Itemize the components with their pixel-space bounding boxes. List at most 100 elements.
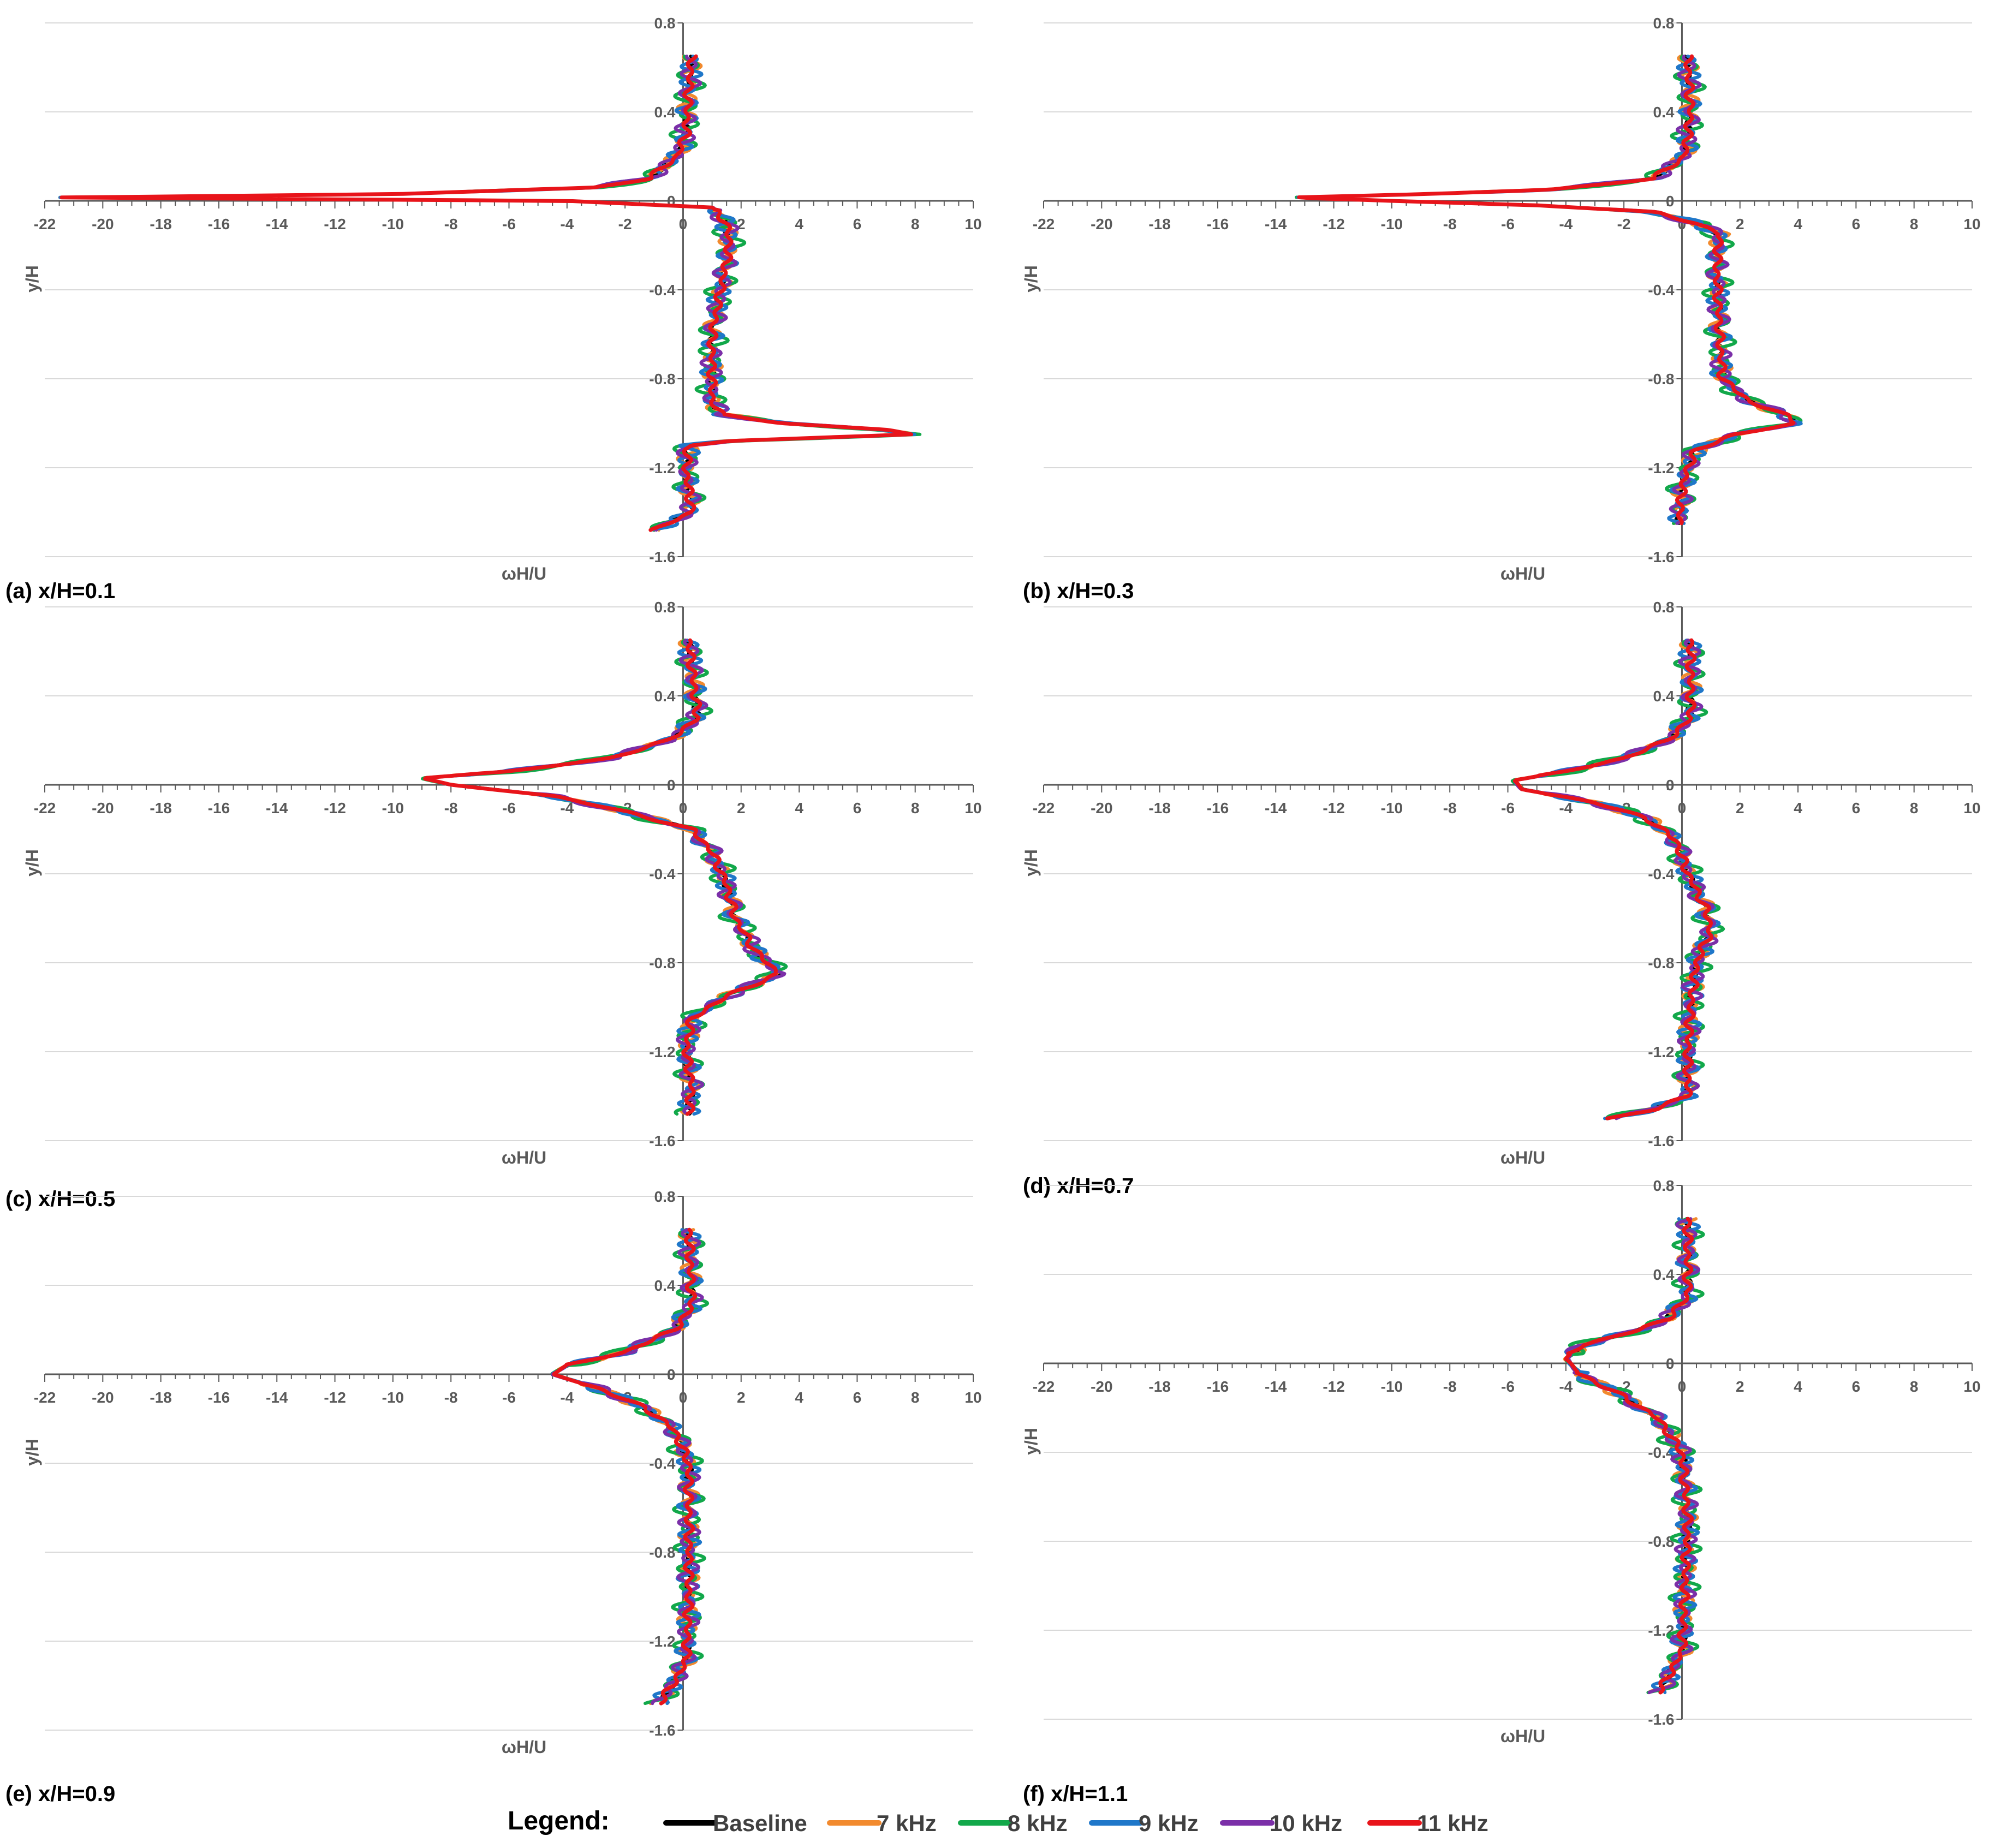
x-tick-label: 10 bbox=[1963, 1378, 1980, 1395]
x-tick-label: -14 bbox=[266, 1389, 288, 1406]
panel-f: -22 -20 -18 -16 -14 -12 -10 -8 -6 -4 -2 0 2 4 6 8 100.80… bbox=[1021, 1177, 1981, 1746]
x-tick-label: -16 bbox=[208, 1389, 230, 1406]
x-tick-label: 6 bbox=[1852, 216, 1861, 233]
x-tick-label: -22 bbox=[34, 1389, 56, 1406]
panel-e: -22 -20 -18 -16 -14 -12 -10 -8 -6 -4 -2 0 2 4 6 8 100.80… bbox=[22, 1188, 982, 1757]
y-tick-label: 0.8 bbox=[654, 15, 676, 32]
y-tick-label: -0.4 bbox=[649, 1455, 676, 1472]
x-tick-label: -12 bbox=[324, 800, 346, 816]
y-tick-label: 0 bbox=[1666, 193, 1675, 210]
x-tick-label: -12 bbox=[324, 216, 346, 233]
y-tick-label: 0 bbox=[1666, 1355, 1675, 1372]
panel-caption: (c) x/H=0.5 bbox=[5, 1187, 115, 1211]
series-line-11-khz bbox=[59, 54, 913, 532]
x-tick-label: -2 bbox=[1617, 216, 1631, 233]
y-tick-label: 0.4 bbox=[1653, 104, 1675, 121]
x-tick-label: -20 bbox=[1091, 216, 1112, 233]
x-tick-label: -22 bbox=[1033, 216, 1055, 233]
x-tick-label: -18 bbox=[150, 216, 171, 233]
x-tick-label: 8 bbox=[911, 800, 920, 816]
x-tick-label: -8 bbox=[1443, 216, 1457, 233]
x-tick-label: -6 bbox=[502, 1389, 516, 1406]
y-tick-label: 0.4 bbox=[654, 104, 676, 121]
y-tick-label: -0.4 bbox=[1648, 282, 1675, 299]
y-axis-title: y/H bbox=[1021, 1428, 1041, 1455]
x-tick-label: 8 bbox=[911, 216, 920, 233]
x-tick-label: -6 bbox=[1501, 216, 1515, 233]
x-tick-label: 2 bbox=[1736, 216, 1744, 233]
x-tick-label: 10 bbox=[1963, 216, 1980, 233]
series-line-10-khz bbox=[1513, 639, 1719, 1120]
x-tick-label: -16 bbox=[1207, 216, 1229, 233]
y-tick-label: -1.6 bbox=[649, 1722, 675, 1739]
y-axis-title: y/H bbox=[1021, 849, 1041, 877]
y-tick-label: 0.8 bbox=[1653, 599, 1675, 616]
x-axis-title: ωH/U bbox=[1500, 1726, 1545, 1746]
x-tick-label: -20 bbox=[1091, 1378, 1112, 1395]
x-axis-title: ωH/U bbox=[502, 1148, 546, 1167]
x-tick-label: 10 bbox=[964, 216, 981, 233]
y-tick-label: -1.2 bbox=[1648, 460, 1674, 476]
series-line-11-khz bbox=[423, 638, 778, 1116]
x-tick-label: -18 bbox=[150, 800, 171, 816]
x-tick-label: -20 bbox=[92, 800, 114, 816]
series-line-10-khz bbox=[59, 55, 909, 532]
x-tick-label: 6 bbox=[853, 216, 862, 233]
x-tick-label: 4 bbox=[1794, 800, 1802, 816]
series-line-10-khz bbox=[1565, 1217, 1701, 1695]
x-axis-title: ωH/U bbox=[502, 564, 546, 583]
x-tick-label: 10 bbox=[1963, 800, 1980, 816]
y-tick-label: -0.8 bbox=[1648, 955, 1674, 971]
x-tick-label: -22 bbox=[1033, 1378, 1055, 1395]
x-tick-label: 10 bbox=[964, 1389, 981, 1406]
series-line-10-khz bbox=[551, 1228, 704, 1706]
y-tick-label: -1.6 bbox=[649, 549, 675, 565]
y-tick-label: -0.8 bbox=[649, 1544, 675, 1561]
x-tick-label: -18 bbox=[1148, 800, 1170, 816]
x-tick-label: -12 bbox=[324, 1389, 346, 1406]
y-tick-label: -0.8 bbox=[1648, 371, 1674, 388]
x-tick-label: -14 bbox=[1265, 1378, 1287, 1395]
panel-a: -22 -20 -18 -16 -14 -12 -10 -8 -6 -4 -2 0 2 4 6 8 100.80… bbox=[22, 15, 982, 583]
y-axis-title: y/H bbox=[22, 265, 42, 293]
panel-d: -22 -20 -18 -16 -14 -12 -10 -8 -6 -4 -2 0 2 4 6 8 100.80… bbox=[1021, 599, 1981, 1167]
x-tick-label: -12 bbox=[1323, 800, 1344, 816]
y-tick-label: 0.4 bbox=[1653, 688, 1675, 705]
x-tick-label: -22 bbox=[34, 216, 56, 233]
x-tick-label: -6 bbox=[1501, 1378, 1515, 1395]
series-line-11-khz bbox=[1564, 1217, 1694, 1695]
series-line-baseline bbox=[60, 55, 913, 532]
x-tick-label: -16 bbox=[1207, 1378, 1229, 1395]
x-tick-label: 2 bbox=[1736, 1378, 1744, 1395]
x-tick-label: 0 bbox=[679, 216, 688, 233]
x-tick-label: -10 bbox=[382, 216, 404, 233]
x-tick-label: 8 bbox=[1910, 800, 1919, 816]
y-tick-label: 0.4 bbox=[654, 1277, 676, 1294]
legend-entries: Baseline 7 kHz 8 kHz 9 kHz 10 kHz 11 kHz bbox=[663, 1810, 1488, 1836]
x-tick-label: 6 bbox=[1852, 1378, 1861, 1395]
x-tick-label: 8 bbox=[911, 1389, 920, 1406]
y-tick-label: -1.2 bbox=[1648, 1044, 1674, 1060]
x-tick-label: 0 bbox=[1678, 800, 1687, 816]
series-line-11-khz bbox=[552, 1227, 698, 1706]
x-tick-label: -8 bbox=[444, 800, 458, 816]
panel-c: -22 -20 -18 -16 -14 -12 -10 -8 -6 -4 -2 0 2 4 6 8 100.80… bbox=[22, 599, 982, 1167]
x-tick-label: 8 bbox=[1910, 1378, 1919, 1395]
x-tick-label: -8 bbox=[444, 1389, 458, 1406]
y-tick-label: -1.2 bbox=[649, 1044, 675, 1060]
x-tick-label: -4 bbox=[1559, 800, 1573, 816]
x-tick-label: 2 bbox=[737, 800, 746, 816]
panel-b: -22 -20 -18 -16 -14 -12 -10 -8 -6 -4 -2 0 2 4 6 8 100.80… bbox=[1021, 15, 1981, 583]
x-tick-label: -10 bbox=[1381, 216, 1403, 233]
y-axis-title: y/H bbox=[1021, 265, 1041, 293]
x-tick-label: -18 bbox=[1148, 1378, 1170, 1395]
y-tick-label: -0.4 bbox=[649, 866, 676, 883]
y-tick-label: -0.4 bbox=[1648, 866, 1675, 883]
x-tick-label: -10 bbox=[1381, 1378, 1403, 1395]
x-tick-label: 0 bbox=[679, 1389, 688, 1406]
x-tick-label: 10 bbox=[964, 800, 981, 816]
x-axis-title: ωH/U bbox=[1500, 1148, 1545, 1167]
y-tick-label: -0.4 bbox=[649, 282, 676, 299]
x-tick-label: -12 bbox=[1323, 1378, 1344, 1395]
